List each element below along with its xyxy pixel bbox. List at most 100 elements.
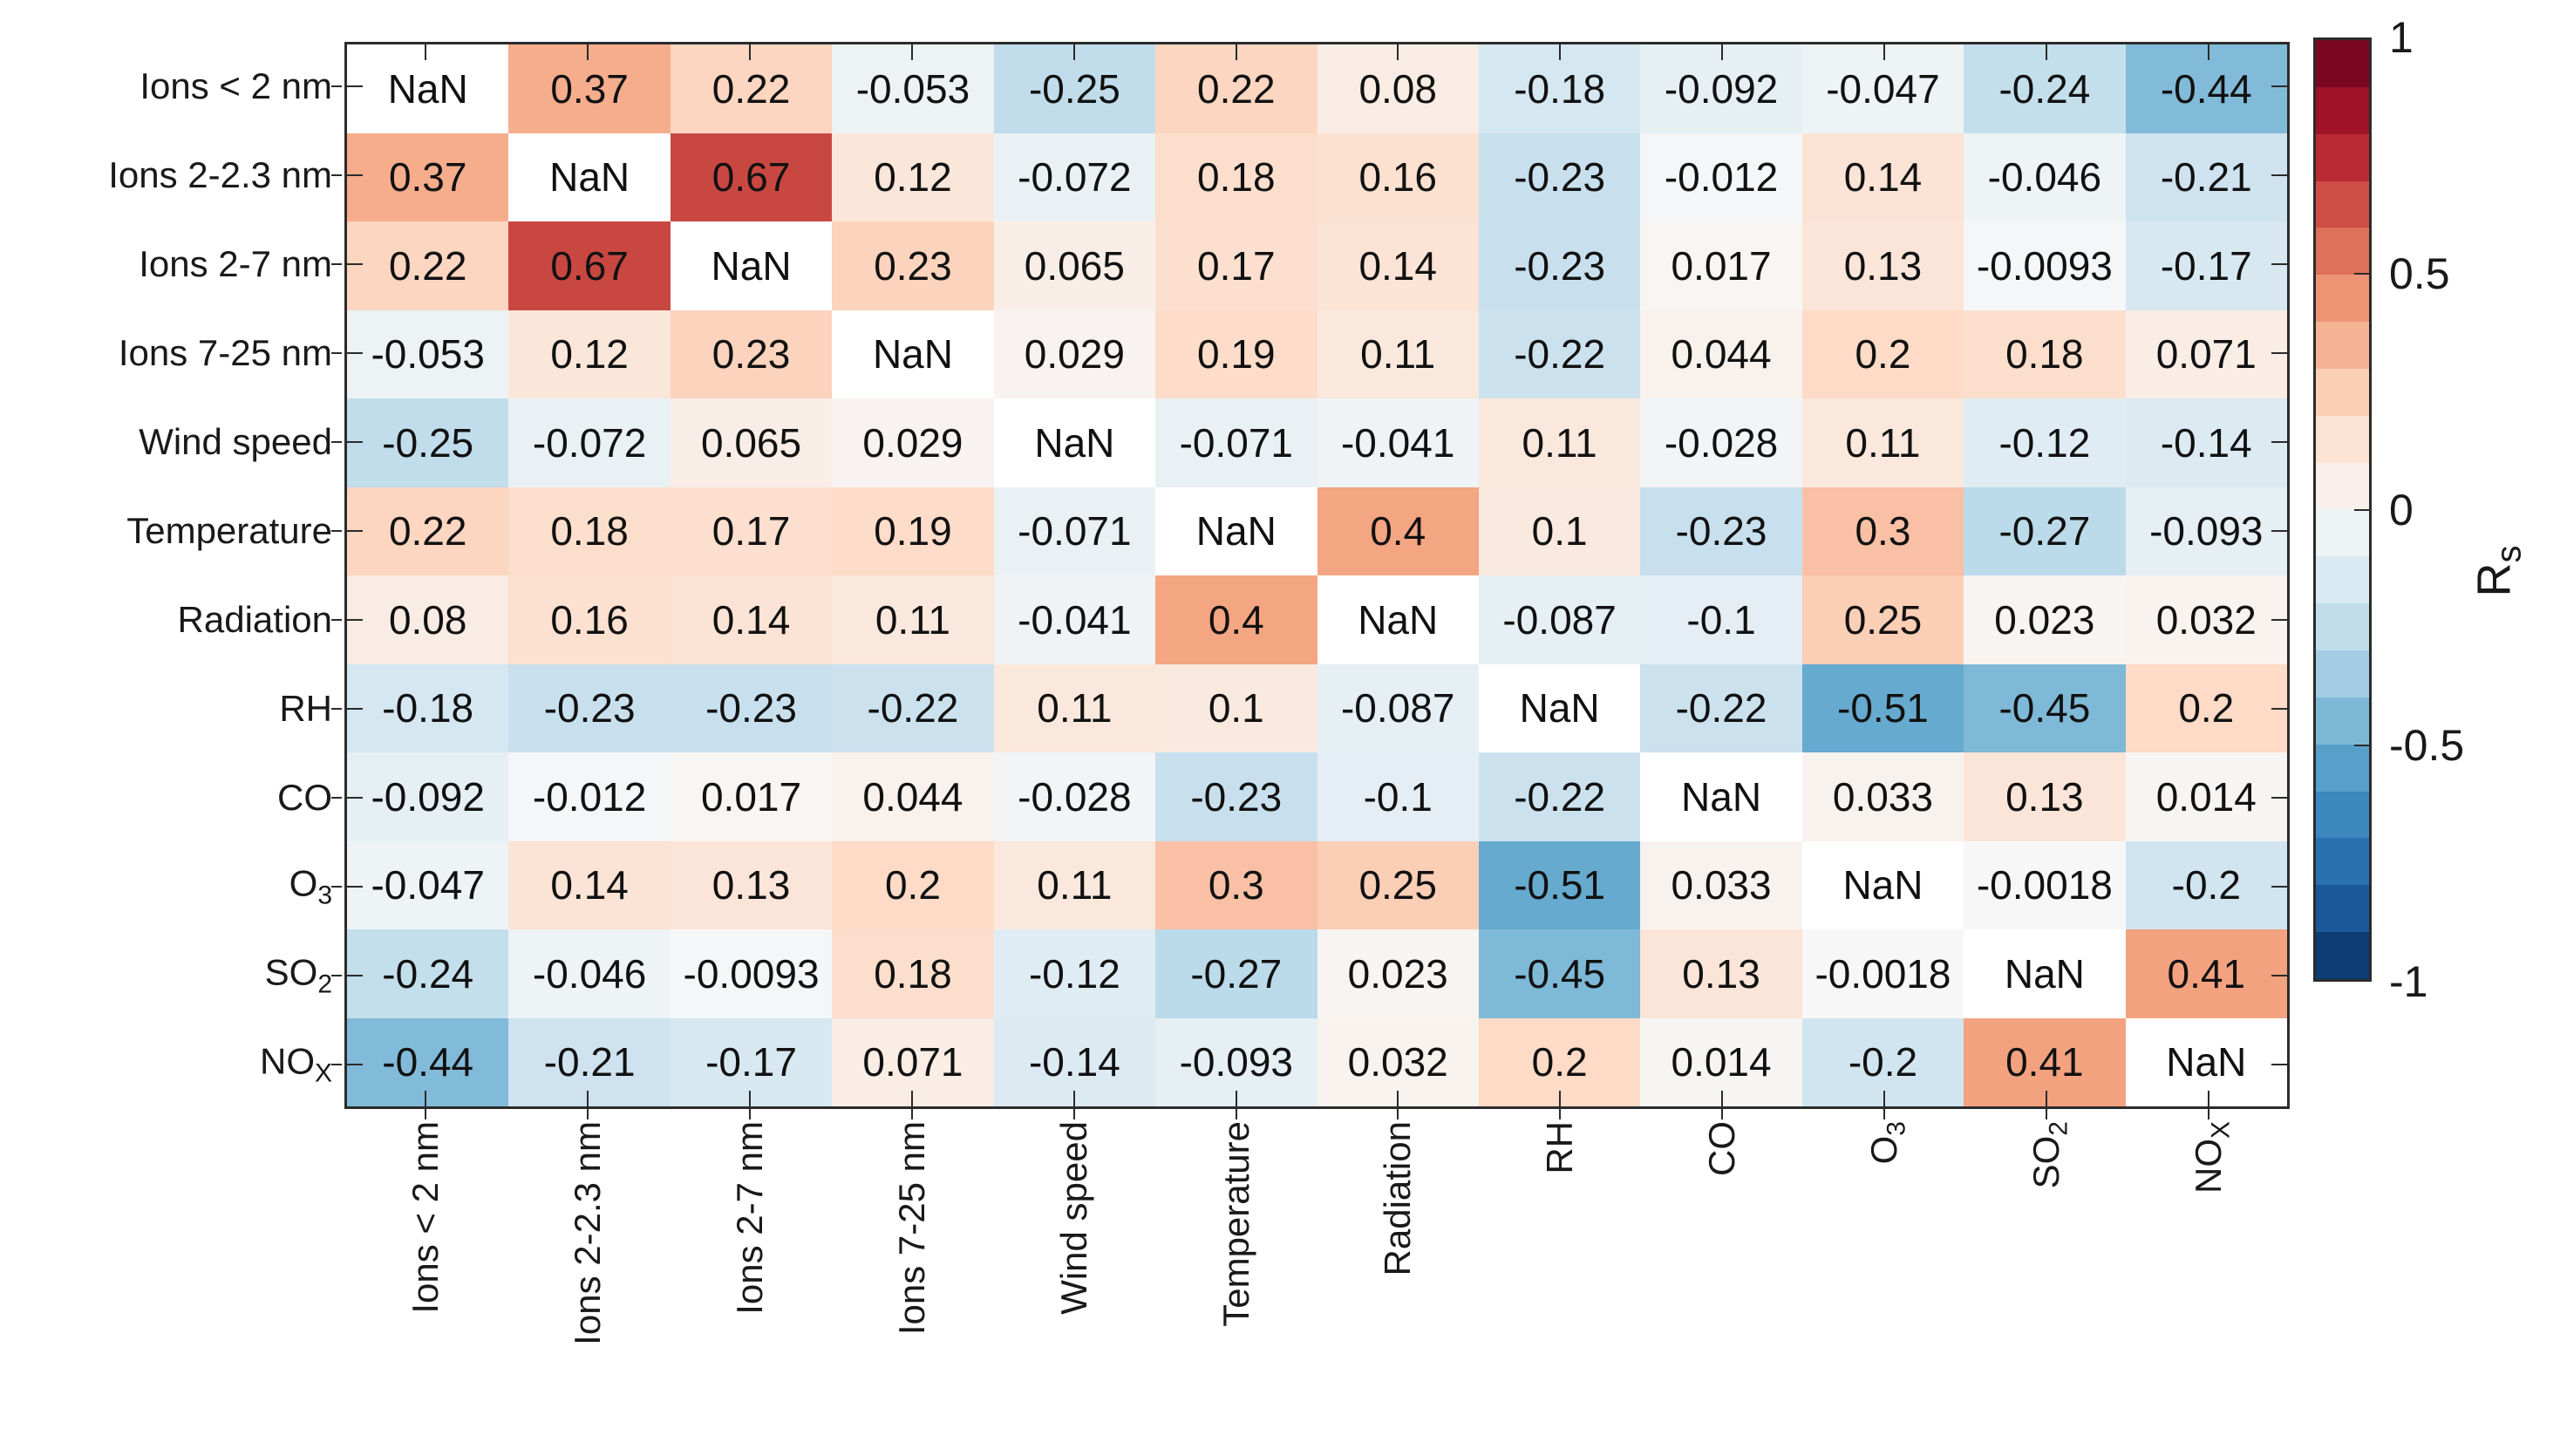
heatmap-cell: NaN [1478, 663, 1641, 752]
x-axis-label: Ions < 2 nm [404, 1121, 446, 1314]
axis-tick [331, 1064, 342, 1065]
y-axis-label: O3 [289, 862, 332, 910]
heatmap-cell: 0.11 [1801, 398, 1964, 487]
axis-tick [2271, 1064, 2287, 1065]
heatmap-cell: 0.19 [1155, 310, 1317, 398]
axis-tick [331, 263, 342, 265]
axis-tick [331, 530, 342, 532]
heatmap-cell: 0.3 [1801, 486, 1964, 575]
heatmap-cell: 0.032 [1317, 1017, 1479, 1106]
heatmap-cell: -0.22 [1478, 752, 1641, 841]
axis-tick [586, 1091, 589, 1106]
colorbar-band [2316, 368, 2369, 416]
heatmap-cell: NaN [1155, 486, 1317, 575]
heatmap-cell: -0.071 [1155, 398, 1317, 487]
axis-tick [2271, 975, 2287, 976]
axis-tick [2271, 886, 2287, 888]
heatmap-cell: 0.3 [1155, 840, 1317, 929]
y-axis-label: Ions < 2 nm [140, 65, 332, 106]
heatmap-cell: 0.16 [508, 575, 671, 664]
axis-tick [424, 44, 426, 60]
heatmap-cell: -0.0093 [1964, 221, 2126, 310]
colorbar-band [2316, 885, 2369, 933]
axis-tick [2046, 44, 2048, 60]
heatmap-cell: 0.11 [832, 575, 994, 664]
heatmap-cell: 0.2 [1478, 1017, 1641, 1106]
axis-tick [1721, 1109, 1724, 1119]
heatmap-cell: -0.041 [993, 575, 1156, 664]
heatmap-cell: 0.029 [832, 398, 994, 487]
colorbar-band [2316, 791, 2369, 839]
heatmap-cell: -0.041 [1317, 398, 1479, 487]
heatmap-cell: -0.012 [508, 752, 671, 841]
axis-tick [331, 619, 342, 621]
axis-tick [910, 1109, 913, 1119]
heatmap-cell: 0.014 [1640, 1017, 1802, 1106]
colorbar-band [2316, 603, 2369, 650]
axis-tick [2271, 263, 2287, 265]
colorbar-label-main: R [2468, 562, 2521, 597]
heatmap-cell: -0.053 [347, 310, 509, 398]
x-axis-label: O3 [1863, 1121, 1911, 1165]
heatmap-cell: -0.22 [1478, 310, 1641, 398]
axis-tick [1397, 1091, 1399, 1106]
heatmap-cell: -0.028 [1640, 398, 1802, 487]
colorbar-axis-label: Rs [2468, 546, 2529, 597]
heatmap-cell: NaN [832, 310, 994, 398]
heatmap-cell: 0.23 [670, 310, 833, 398]
axis-tick [2046, 1091, 2048, 1106]
axis-tick [1721, 1091, 1724, 1106]
heatmap-cell: 0.37 [347, 133, 509, 221]
axis-tick [1559, 1109, 1562, 1119]
heatmap-cell: 0.67 [670, 133, 833, 221]
heatmap-cell: -0.21 [508, 1017, 671, 1106]
heatmap-cell: -0.22 [1640, 663, 1802, 752]
heatmap-cell: 0.22 [1155, 44, 1317, 133]
axis-tick [347, 619, 363, 621]
axis-tick [586, 1109, 589, 1119]
heatmap-cell: 0.23 [832, 221, 994, 310]
axis-tick [910, 1091, 913, 1106]
heatmap-cell: -0.12 [993, 929, 1156, 1018]
colorbar-tick-label: 1 [2389, 13, 2414, 62]
axis-tick [331, 85, 342, 87]
heatmap-cell: 0.22 [347, 486, 509, 575]
heatmap-cell: 0.2 [1801, 310, 1964, 398]
heatmap-cell: 0.2 [2125, 663, 2287, 752]
colorbar-band [2316, 133, 2369, 181]
x-axis-label: Temperature [1215, 1121, 1256, 1327]
heatmap-cell: 0.11 [993, 840, 1156, 929]
axis-tick [2271, 530, 2287, 532]
heatmap-cell: NaN [1640, 752, 1802, 841]
axis-tick [586, 44, 589, 60]
axis-tick [347, 174, 363, 176]
axis-tick [331, 441, 342, 443]
heatmap-cell: 0.18 [1155, 133, 1317, 221]
heatmap-cell: 0.033 [1640, 840, 1802, 929]
x-axis-label: SO2 [2026, 1121, 2073, 1189]
heatmap-cell: -0.23 [1478, 221, 1641, 310]
heatmap-cell: 0.11 [1317, 310, 1479, 398]
heatmap-cell: 0.033 [1801, 752, 1964, 841]
heatmap-cell: -0.14 [2125, 398, 2287, 487]
heatmap-cell: -0.087 [1478, 575, 1641, 664]
x-axis-label: RH [1539, 1121, 1581, 1174]
heatmap-cell: -0.23 [1640, 486, 1802, 575]
heatmap-cell: NaN [1964, 929, 2126, 1018]
heatmap-cell: -0.1 [1640, 575, 1802, 664]
x-axis-label: NOX [2188, 1121, 2236, 1194]
x-axis-label: Wind speed [1052, 1121, 1094, 1315]
heatmap-cell: -0.053 [832, 44, 994, 133]
heatmap-cell: 0.12 [508, 310, 671, 398]
heatmap-cell: -0.092 [347, 752, 509, 841]
heatmap-cell: NaN [670, 221, 833, 310]
heatmap-cell: 0.22 [347, 221, 509, 310]
y-axis-label: Ions 7-25 nm [118, 332, 332, 373]
heatmap-cell: -0.44 [2125, 44, 2287, 133]
axis-tick [347, 886, 363, 888]
heatmap-cell: 0.17 [670, 486, 833, 575]
heatmap-cell: 0.065 [993, 221, 1156, 310]
axis-tick [1397, 44, 1399, 60]
heatmap-cell: 0.22 [670, 44, 833, 133]
colorbar-band [2316, 275, 2369, 323]
